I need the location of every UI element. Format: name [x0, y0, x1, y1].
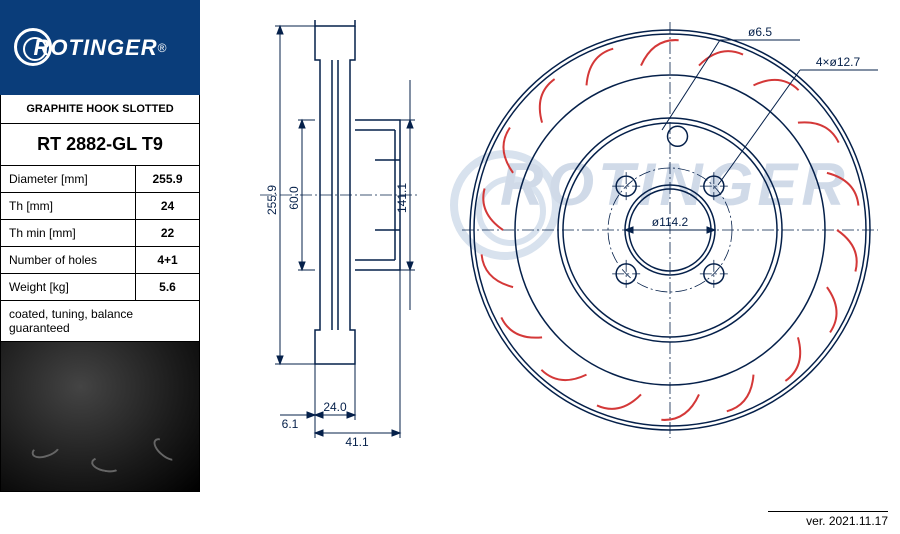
spec-table: Diameter [mm]255.9 Th [mm]24 Th min [mm]… [0, 166, 200, 301]
product-photo [0, 342, 200, 492]
brand-name: ROTINGER [34, 35, 158, 61]
front-view: ø6.5 4×ø12.7 ø114.2 [460, 20, 880, 440]
table-row: Number of holes4+1 [1, 247, 200, 274]
footer-note: coated, tuning, balance guaranteed [0, 301, 200, 342]
drawing-area: ROTINGER 255.9 [220, 0, 900, 534]
dim-thickness: 24.0 [323, 400, 347, 414]
table-row: Th min [mm]22 [1, 220, 200, 247]
dim-hub-depth: 60.0 [287, 186, 301, 210]
table-row: Diameter [mm]255.9 [1, 166, 200, 193]
product-code: RT 2882-GL T9 [0, 124, 200, 166]
table-row: Weight [kg]5.6 [1, 274, 200, 301]
table-row: Th [mm]24 [1, 193, 200, 220]
dim-bore: ø114.2 [652, 215, 689, 229]
section-view: 255.9 60.0 141.1 [260, 20, 420, 450]
dim-height: 255.9 [265, 185, 279, 215]
spec-panel: ROTINGER® GRAPHITE HOOK SLOTTED RT 2882-… [0, 0, 200, 534]
dim-face-depth: 141.1 [395, 183, 409, 213]
dim-hub-width: 41.1 [345, 435, 369, 449]
dim-hole: ø6.5 [748, 25, 772, 39]
version-label: ver. 2021.11.17 [768, 511, 888, 528]
dim-flange: 6.1 [282, 417, 299, 431]
dim-bolt: 4×ø12.7 [816, 55, 861, 69]
product-type: GRAPHITE HOOK SLOTTED [0, 95, 200, 124]
brand-logo: ROTINGER® [0, 0, 200, 95]
